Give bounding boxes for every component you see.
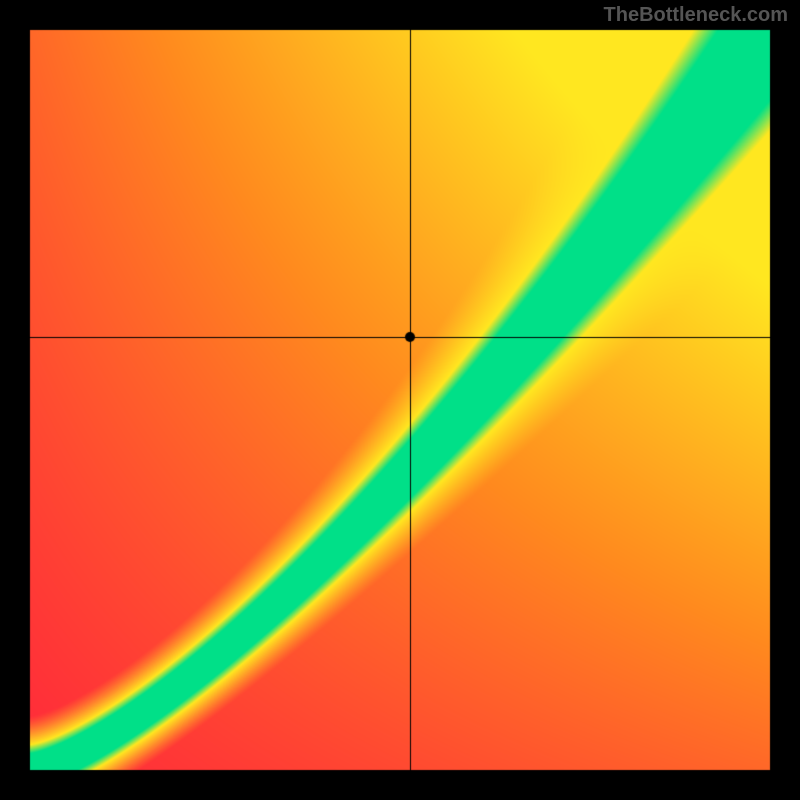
attribution-label: TheBottleneck.com: [604, 4, 788, 27]
heatmap-canvas: [0, 0, 800, 800]
chart-container: TheBottleneck.com: [0, 0, 800, 800]
